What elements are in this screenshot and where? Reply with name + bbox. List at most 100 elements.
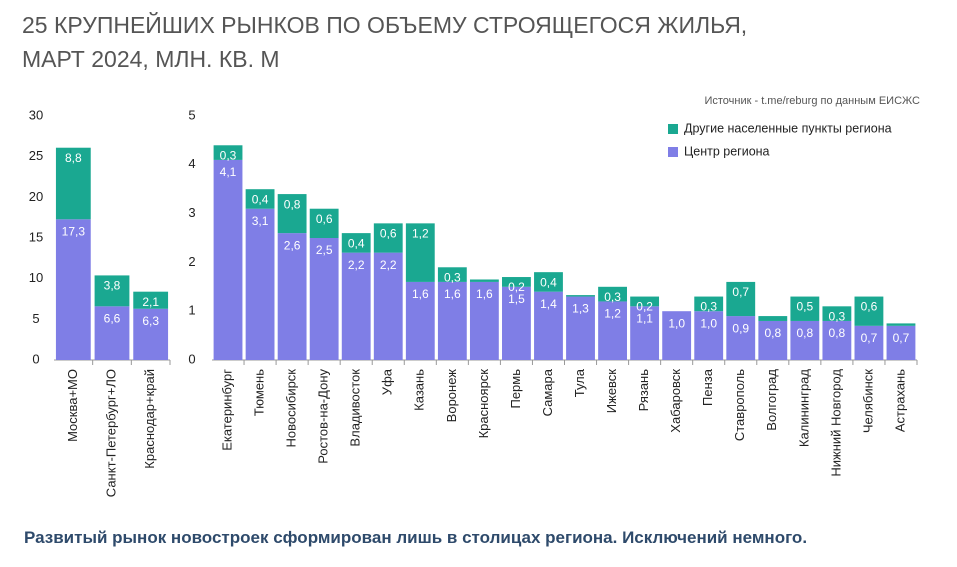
- bar-segment: [309, 208, 339, 238]
- bar-segment: [55, 147, 91, 220]
- value-label: 0,6: [380, 227, 397, 241]
- bar-segment: [534, 291, 563, 360]
- value-label: 0,2: [508, 280, 525, 294]
- bar-segment: [822, 320, 852, 360]
- bar-segment: [854, 325, 884, 360]
- bar-segment: [822, 306, 852, 321]
- x-tick-label: Волгоград: [764, 369, 779, 431]
- bar-segment: [502, 277, 531, 287]
- y-tick-label: 3: [188, 205, 195, 220]
- x-tick-label: Пенза: [700, 368, 715, 406]
- value-label: 2,2: [348, 258, 365, 272]
- value-label: 3,1: [252, 214, 269, 228]
- value-label: 0,7: [732, 285, 749, 299]
- bar-segment: [213, 145, 243, 160]
- value-label: 4,1: [220, 165, 237, 179]
- value-label: 0,5: [796, 300, 813, 314]
- value-label: 0,4: [252, 192, 269, 206]
- value-label: 6,3: [142, 314, 159, 328]
- x-tick-label: Краснодар+край: [142, 369, 157, 469]
- y-tick-label: 15: [29, 229, 43, 244]
- bar-segment: [245, 208, 275, 360]
- bar-segment: [277, 233, 307, 360]
- value-label: 0,3: [220, 148, 237, 162]
- bar-segment: [758, 316, 788, 321]
- value-label: 1,2: [604, 307, 621, 321]
- bar-segment: [309, 238, 339, 360]
- value-label: 1,4: [540, 297, 557, 311]
- bar-segment: [886, 323, 916, 326]
- value-label: 2,6: [284, 238, 301, 252]
- bar-segment: [373, 252, 403, 360]
- bar-segment: [790, 320, 820, 360]
- value-label: 3,8: [104, 279, 121, 293]
- value-label: 1,3: [572, 302, 589, 316]
- x-tick-label: Воронеж: [444, 369, 459, 423]
- bar-segment: [94, 275, 130, 307]
- value-label: 1,0: [668, 316, 685, 330]
- value-label: 0,3: [829, 309, 846, 323]
- bar-segment: [213, 159, 243, 360]
- y-tick-label: 0: [32, 351, 39, 366]
- y-tick-label: 5: [188, 107, 195, 122]
- value-label: 6,6: [104, 311, 121, 325]
- caption: Развитый рынок новостроек сформирован ли…: [24, 528, 808, 547]
- bar-segment: [405, 223, 435, 282]
- x-tick-label: Тула: [572, 368, 587, 397]
- bar-segment: [94, 306, 130, 360]
- bar-segment: [630, 296, 660, 307]
- legend-swatch: [668, 124, 678, 134]
- x-tick-label: Нижний Новгород: [828, 369, 843, 477]
- x-tick-label: Москва+МО: [65, 369, 80, 442]
- x-tick-label: Уфа: [380, 368, 395, 395]
- x-tick-label: Рязань: [636, 369, 651, 412]
- value-label: 0,6: [861, 300, 878, 314]
- value-label: 0,9: [732, 321, 749, 335]
- x-tick-label: Новосибирск: [284, 369, 299, 448]
- bar-segment: [245, 189, 275, 209]
- y-tick-label: 20: [29, 189, 43, 204]
- value-label: 17,3: [62, 224, 86, 238]
- value-label: 0,3: [444, 270, 461, 284]
- x-tick-label: Санкт-Петербург+ЛО: [103, 369, 118, 497]
- x-tick-label: Ростов-на-Дону: [316, 369, 331, 464]
- y-tick-label: 4: [188, 156, 195, 171]
- legend-swatch: [668, 147, 678, 157]
- y-tick-label: 2: [188, 254, 195, 269]
- x-tick-label: Казань: [412, 369, 427, 411]
- value-label: 0,4: [348, 236, 365, 250]
- bar-segment: [133, 308, 169, 360]
- bar-segment: [341, 252, 371, 360]
- bar-segment: [55, 219, 91, 360]
- y-tick-label: 1: [188, 303, 195, 318]
- x-tick-label: Астрахань: [892, 369, 907, 432]
- value-label: 1,5: [508, 292, 525, 306]
- source: Источник - t.me/reburg по данным ЕИСЖС: [704, 95, 920, 107]
- value-label: 1,6: [476, 287, 493, 301]
- bar-segment: [373, 223, 403, 253]
- bar-segment: [405, 281, 435, 360]
- bar-segment: [502, 286, 531, 360]
- x-tick-label: Калининград: [796, 369, 811, 447]
- x-tick-label: Ижевск: [604, 369, 619, 414]
- y-tick-label: 5: [32, 311, 39, 326]
- value-label: 1,6: [444, 287, 461, 301]
- chart-title: 25 КРУПНЕЙШИХ РЫНКОВ ПО ОБЪЕМУ СТРОЯЩЕГО…: [22, 12, 748, 72]
- bar-segment: [341, 233, 371, 253]
- bar-segment: [662, 311, 692, 360]
- bar-segment: [469, 281, 499, 360]
- value-label: 2,5: [316, 243, 333, 257]
- chart: Источник - t.me/reburg по данным ЕИСЖС 0…: [29, 95, 920, 497]
- legend-label: Другие населенные пункты региона: [684, 121, 892, 135]
- value-label: 0,8: [829, 326, 846, 340]
- legend-label: Центр региона: [684, 144, 770, 158]
- value-label: 0,3: [604, 290, 621, 304]
- bar-segment: [886, 325, 916, 360]
- bar-segment: [566, 295, 595, 297]
- x-tick-label: Тюмень: [252, 369, 267, 416]
- bar-segment: [437, 267, 467, 282]
- bar-segment: [854, 296, 884, 326]
- value-label: 0,8: [284, 197, 301, 211]
- bar-segment: [758, 320, 788, 360]
